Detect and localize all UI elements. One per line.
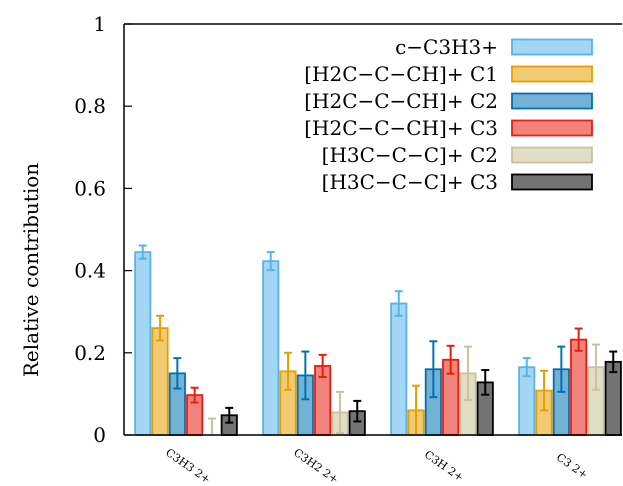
x-tick-label: C3H 2+ <box>422 448 466 484</box>
legend-swatch <box>511 119 593 137</box>
legend-label: [H3C−C−C]+ C2 <box>322 143 498 167</box>
x-tick-label: C3H3 2+ <box>163 446 213 486</box>
legend-entry-3: [H2C−C−CH]+ C3 <box>304 116 593 140</box>
legend-swatch <box>511 38 593 56</box>
legend-entry-1: [H2C−C−CH]+ C1 <box>304 62 593 86</box>
legend-label: [H2C−C−CH]+ C3 <box>304 116 498 140</box>
bar-group-1 <box>262 251 366 436</box>
y-tick-label: 0.8 <box>74 94 106 118</box>
legend-label: [H2C−C−CH]+ C2 <box>304 89 498 113</box>
x-tick-label: C3H2 2+ <box>291 446 341 486</box>
y-tick-label: 0.4 <box>74 259 106 283</box>
bar <box>390 302 408 436</box>
bar-group-0 <box>134 244 238 436</box>
legend-swatch <box>511 92 593 110</box>
legend-label: [H3C−C−C]+ C3 <box>322 170 498 194</box>
y-tick-label: 0.2 <box>74 341 106 365</box>
legend-entry-2: [H2C−C−CH]+ C2 <box>304 89 593 113</box>
bar <box>134 251 152 436</box>
bar-group-2 <box>390 290 494 436</box>
legend-entry-5: [H3C−C−C]+ C3 <box>322 170 593 194</box>
bar <box>262 260 280 436</box>
bar <box>151 327 169 436</box>
legend-label: c−C3H3+ <box>395 35 498 59</box>
y-tick-label: 0 <box>93 423 106 447</box>
y-tick-label: 0.6 <box>74 176 106 200</box>
legend-entry-0: c−C3H3+ <box>395 35 593 59</box>
legend-label: [H2C−C−CH]+ C1 <box>304 62 498 86</box>
bar-group-3 <box>518 327 622 436</box>
y-tick-label: 1 <box>93 12 106 36</box>
legend-swatch <box>511 173 593 191</box>
x-tick-label: C3 2+ <box>554 451 590 482</box>
legend-swatch <box>511 65 593 83</box>
legend-swatch <box>511 146 593 164</box>
bar <box>570 338 588 436</box>
y-axis-label: Relative contribution <box>19 163 43 377</box>
bar <box>518 366 536 436</box>
legend-entry-4: [H3C−C−C]+ C2 <box>322 143 593 167</box>
